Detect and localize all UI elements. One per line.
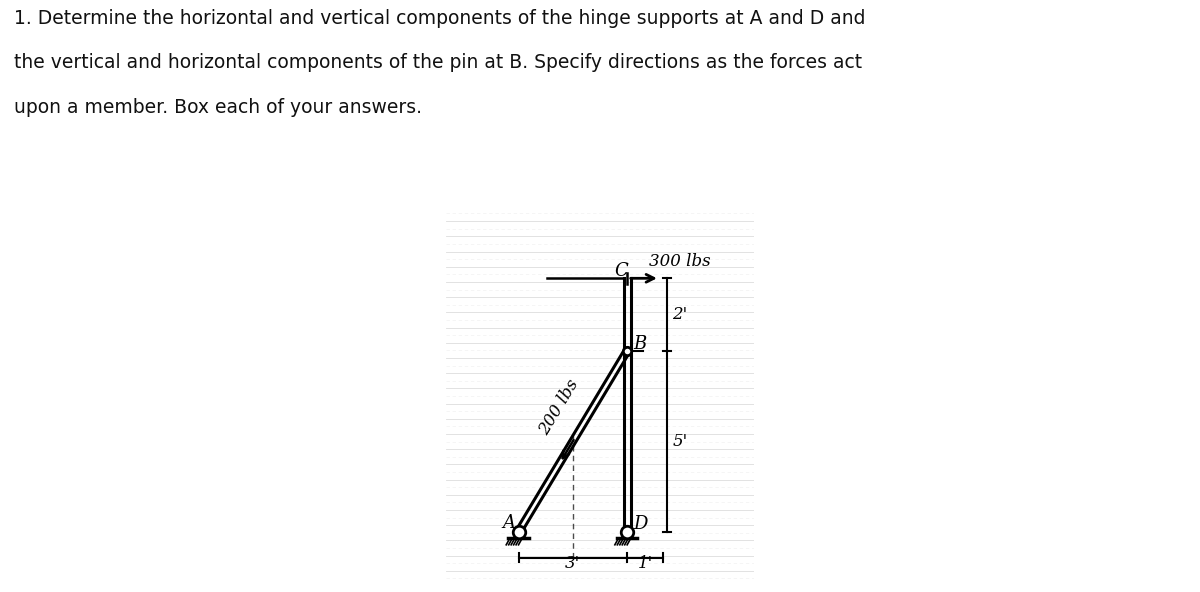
Text: upon a member. Box each of your answers.: upon a member. Box each of your answers. — [14, 98, 422, 117]
Text: 2': 2' — [672, 306, 688, 323]
Text: A: A — [503, 514, 515, 532]
Text: 1': 1' — [637, 555, 653, 572]
Text: 200 lbs: 200 lbs — [536, 377, 583, 438]
Text: 5': 5' — [672, 433, 688, 450]
Text: 1. Determine the horizontal and vertical components of the hinge supports at A a: 1. Determine the horizontal and vertical… — [14, 9, 866, 28]
Text: C: C — [614, 262, 629, 281]
Text: 3': 3' — [565, 555, 581, 572]
Text: 300 lbs: 300 lbs — [649, 253, 710, 269]
Text: B: B — [634, 335, 647, 353]
Text: D: D — [634, 515, 648, 533]
Text: the vertical and horizontal components of the pin at B. Specify directions as th: the vertical and horizontal components o… — [14, 53, 863, 72]
